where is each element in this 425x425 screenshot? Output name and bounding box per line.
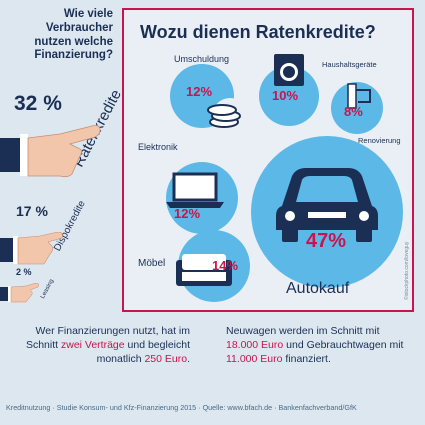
washing-machine-icon xyxy=(274,54,304,86)
haushalt-percent: 10% xyxy=(272,88,299,103)
footer-source: Kreditnutzung · Studie Konsum- und Kfz-F… xyxy=(6,403,357,412)
umschuldung-label: Umschuldung xyxy=(174,54,230,64)
elektronik-percent: 12% xyxy=(174,206,201,221)
hand-large-icon xyxy=(0,125,101,178)
photo-credit: ©istockphoto.com/loveguy xyxy=(404,241,410,300)
car-icon xyxy=(276,168,378,242)
bottom-left-text: Wer Finanzierungen nutzt, hat im Schnitt… xyxy=(25,325,190,366)
hand-small-icon xyxy=(0,283,39,303)
autokauf-label: Autokauf xyxy=(286,280,350,297)
dispokredite-percent: 17 % xyxy=(16,203,48,219)
autokauf-percent: 47% xyxy=(306,230,347,252)
usage-circles xyxy=(166,54,403,302)
question-heading: Wie viele Verbraucher nutzen welche Fina… xyxy=(34,8,113,62)
moebel-percent: 14% xyxy=(212,258,239,273)
ratenkredite-percent: 32 % xyxy=(14,92,62,115)
haushalt-label: Haushaltsgeräte xyxy=(322,60,377,69)
sofa-icon xyxy=(176,254,232,286)
umschuldung-percent: 12% xyxy=(186,84,213,99)
laptop-icon xyxy=(166,172,224,208)
bottom-right-text: Neuwagen werden im Schnitt mit 18.000 Eu… xyxy=(226,325,404,366)
hand-medium-icon xyxy=(0,232,63,265)
elektronik-label: Elektronik xyxy=(138,142,178,152)
coins-icon xyxy=(207,104,241,128)
renovierung-percent: 8% xyxy=(344,104,363,119)
moebel-label: Möbel xyxy=(138,258,166,269)
paint-roller-icon xyxy=(347,83,371,109)
panel-title: Wozu dienen Ratenkredite? xyxy=(140,22,376,42)
leasing-percent: 2 % xyxy=(16,267,32,277)
renovierung-label: Renovierung xyxy=(358,136,401,145)
